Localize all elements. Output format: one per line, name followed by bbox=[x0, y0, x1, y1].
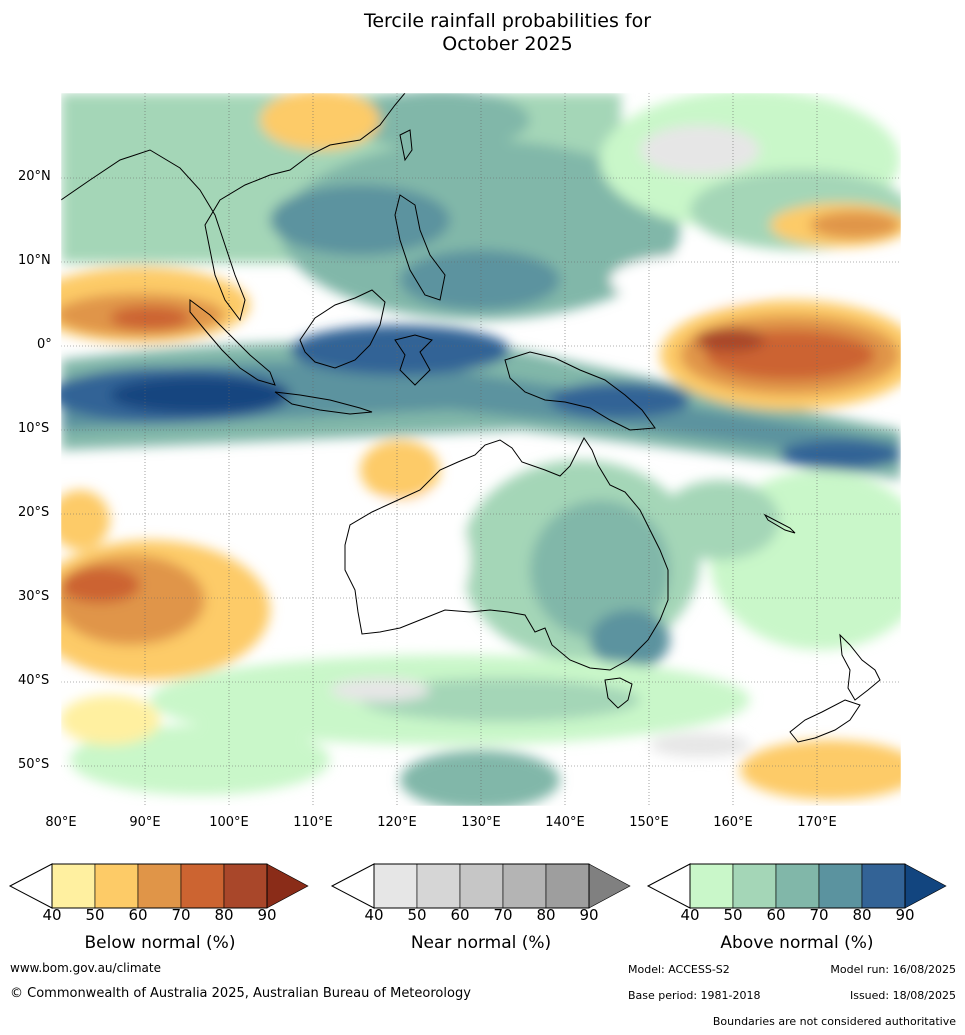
lon-label-130e: 130°E bbox=[461, 815, 501, 830]
title-line-1: Tercile rainfall probabilities for bbox=[363, 10, 652, 32]
sumatra-coastline bbox=[189, 299, 276, 386]
colorbar-title-above: Above normal (%) bbox=[720, 933, 874, 953]
swatch-below-60 bbox=[137, 863, 182, 909]
map-title: Tercile rainfall probabilities for Octob… bbox=[0, 10, 965, 56]
lat-label-10s: 10°S bbox=[18, 421, 50, 436]
graticule bbox=[61, 93, 901, 806]
website-link[interactable]: www.bom.gov.au/climate bbox=[10, 961, 161, 975]
above-tick-50: 50 bbox=[723, 906, 743, 924]
taiwan-coastline bbox=[399, 129, 413, 162]
base-period-text: Base period: 1981-2018 bbox=[628, 989, 761, 1002]
swatch-near-90 bbox=[588, 863, 631, 909]
below-tick-90: 90 bbox=[257, 906, 277, 924]
below-tick-70: 70 bbox=[171, 906, 191, 924]
swatch-below-40 bbox=[51, 863, 96, 909]
near-tick-70: 70 bbox=[493, 906, 513, 924]
lat-label-40s: 40°S bbox=[18, 673, 50, 688]
lat-label-10n: 10°N bbox=[18, 253, 51, 268]
legend-colorbars bbox=[8, 863, 947, 909]
colorbar-title-below: Below normal (%) bbox=[84, 933, 236, 953]
swatch-above-90 bbox=[904, 863, 947, 909]
java-coastline bbox=[274, 391, 373, 415]
swatch-near-60 bbox=[459, 863, 504, 909]
lon-label-170e: 170°E bbox=[797, 815, 837, 830]
swatch-above-70 bbox=[818, 863, 863, 909]
above-tick-90: 90 bbox=[895, 906, 915, 924]
below-tick-80: 80 bbox=[214, 906, 234, 924]
lon-label-150e: 150°E bbox=[629, 815, 669, 830]
lon-label-110e: 110°E bbox=[293, 815, 333, 830]
swatch-near-70 bbox=[502, 863, 547, 909]
lat-label-0: 0° bbox=[37, 337, 52, 352]
swatch-below-70 bbox=[180, 863, 225, 909]
below-tick-40: 40 bbox=[42, 906, 62, 924]
issued-text: Issued: 18/08/2025 bbox=[849, 989, 956, 1002]
swatch-below-80 bbox=[223, 863, 268, 909]
below-tick-50: 50 bbox=[85, 906, 105, 924]
swatch-above-50 bbox=[732, 863, 777, 909]
above-tick-60: 60 bbox=[766, 906, 786, 924]
lon-label-140e: 140°E bbox=[545, 815, 585, 830]
new-zealand-north-coastline bbox=[839, 633, 881, 701]
copyright-text: © Commonwealth of Australia 2025, Austra… bbox=[10, 986, 471, 1001]
swatch-near-80 bbox=[545, 863, 590, 909]
near-tick-90: 90 bbox=[579, 906, 599, 924]
lat-label-20n: 20°N bbox=[18, 169, 51, 184]
above-tick-80: 80 bbox=[852, 906, 872, 924]
swatch-above-60 bbox=[775, 863, 820, 909]
coastlines bbox=[61, 93, 881, 743]
colorbar-above-normal bbox=[646, 863, 947, 909]
mainland-asia-coastline bbox=[61, 93, 406, 322]
australia-coastline bbox=[344, 437, 669, 671]
near-tick-40: 40 bbox=[364, 906, 384, 924]
model-text: Model: ACCESS-S2 bbox=[628, 963, 730, 976]
below-tick-60: 60 bbox=[128, 906, 148, 924]
new-caledonia-coastline bbox=[763, 513, 796, 534]
colorbar-near-normal bbox=[330, 863, 631, 909]
map-frame bbox=[60, 92, 902, 807]
colorbar-below-normal bbox=[8, 863, 309, 909]
swatch-near-40 bbox=[373, 863, 418, 909]
above-tick-70: 70 bbox=[809, 906, 829, 924]
tasmania-coastline bbox=[604, 677, 633, 709]
lon-label-90e: 90°E bbox=[129, 815, 161, 830]
lat-label-50s: 50°S bbox=[18, 757, 50, 772]
model-run-text: Model run: 16/08/2025 bbox=[830, 963, 956, 976]
lon-label-160e: 160°E bbox=[713, 815, 753, 830]
colorbar-title-near: Near normal (%) bbox=[410, 933, 552, 953]
lon-label-120e: 120°E bbox=[377, 815, 417, 830]
near-tick-80: 80 bbox=[536, 906, 556, 924]
lat-label-30s: 30°S bbox=[18, 589, 50, 604]
rainfall-probability-map bbox=[60, 92, 902, 807]
philippines-coastline bbox=[394, 194, 446, 301]
disclaimer-text: Boundaries are not considered authoritat… bbox=[712, 1015, 956, 1028]
title-line-2: October 2025 bbox=[442, 33, 573, 55]
near-tick-60: 60 bbox=[450, 906, 470, 924]
lon-label-80e: 80°E bbox=[45, 815, 77, 830]
swatch-above-80 bbox=[861, 863, 906, 909]
sulawesi-coastline bbox=[394, 334, 433, 386]
swatch-near-50 bbox=[416, 863, 461, 909]
map-field bbox=[61, 93, 901, 806]
lon-label-100e: 100°E bbox=[209, 815, 249, 830]
swatch-above-40 bbox=[689, 863, 734, 909]
new-guinea-coastline bbox=[504, 351, 656, 431]
new-zealand-south-coastline bbox=[789, 699, 861, 743]
near-tick-50: 50 bbox=[407, 906, 427, 924]
swatch-below-50 bbox=[94, 863, 139, 909]
above-tick-40: 40 bbox=[680, 906, 700, 924]
swatch-below-90 bbox=[266, 863, 309, 909]
borneo-coastline bbox=[299, 289, 386, 369]
lat-label-20s: 20°S bbox=[18, 505, 50, 520]
